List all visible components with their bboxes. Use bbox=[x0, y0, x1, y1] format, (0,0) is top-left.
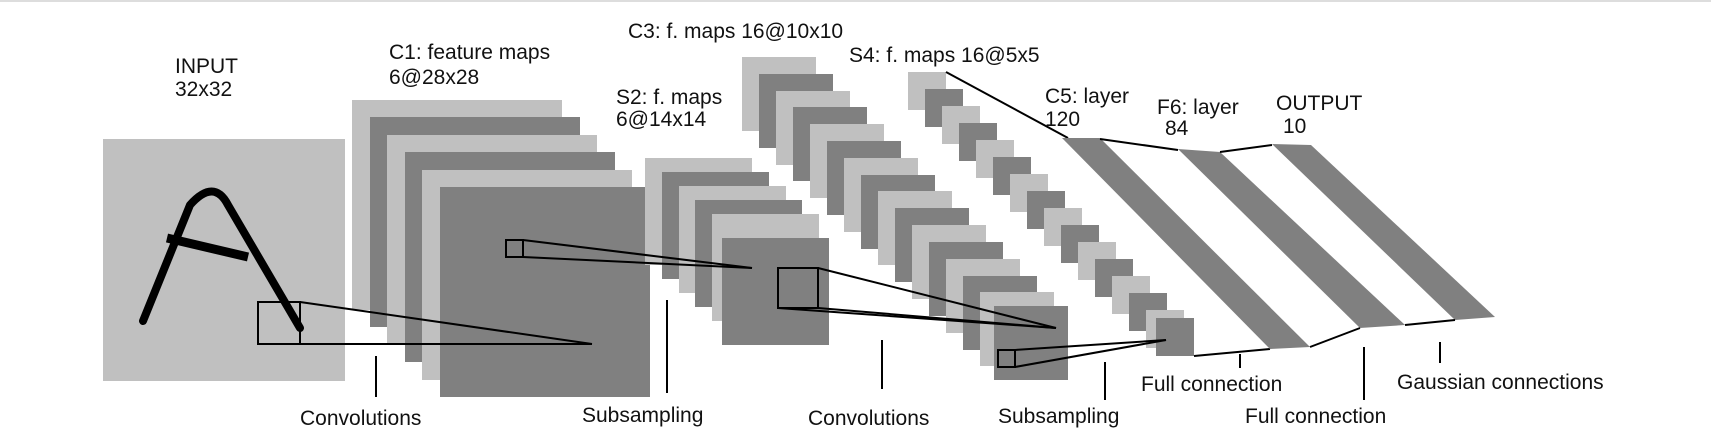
fc-layers bbox=[1062, 138, 1495, 349]
c1-title: C1: feature maps bbox=[389, 41, 550, 64]
handwritten-a-glyph bbox=[139, 187, 304, 332]
input-stage bbox=[103, 139, 345, 381]
proj-s2-c3-mid bbox=[777, 307, 1057, 329]
c3-receptive-field bbox=[997, 349, 1016, 368]
proj-s4-c5-bottom bbox=[1193, 348, 1271, 357]
c5-size: 120 bbox=[1045, 108, 1080, 131]
proj-c1-s2-top bbox=[522, 239, 753, 269]
s4-map-16 bbox=[1156, 318, 1194, 356]
s4-title: S4: f. maps 16@5x5 bbox=[849, 44, 1040, 67]
s2-title: S2: f. maps bbox=[616, 86, 722, 109]
input-image bbox=[103, 139, 345, 381]
input-size: 32x32 bbox=[175, 78, 232, 101]
proj-input-c1-top bbox=[299, 301, 593, 345]
op-label-conv1: Convolutions bbox=[300, 407, 421, 430]
output-title: OUTPUT bbox=[1276, 92, 1363, 115]
f6-layer-bar bbox=[1178, 149, 1405, 328]
proj-c3-s4-top bbox=[1014, 339, 1167, 351]
input-receptive-field bbox=[257, 301, 301, 345]
c5-f6-connector-top bbox=[1099, 138, 1179, 151]
op-label-full1: Full connection bbox=[1141, 373, 1282, 396]
proj-c3-s4-bottom bbox=[1014, 339, 1167, 368]
c1-stack bbox=[352, 100, 650, 397]
c3-stack bbox=[742, 57, 1068, 380]
s2-size: 6@14x14 bbox=[616, 108, 707, 131]
op-label-full2: Full connection bbox=[1245, 405, 1386, 428]
f6-size: 84 bbox=[1165, 117, 1189, 140]
c1-map-6 bbox=[440, 187, 650, 397]
f6-output-connector-bottom bbox=[1404, 319, 1456, 326]
c3-map-16 bbox=[994, 306, 1068, 380]
fc-connectors bbox=[1099, 138, 1456, 348]
proj-s4-c5-top bbox=[945, 71, 1069, 139]
op-label-sub2: Subsampling bbox=[998, 405, 1119, 428]
s2-map-6 bbox=[722, 238, 829, 345]
output-size: 10 bbox=[1283, 115, 1306, 138]
c1-size: 6@28x28 bbox=[389, 66, 479, 89]
c5-layer-bar bbox=[1062, 138, 1310, 349]
input-title: INPUT bbox=[175, 55, 238, 78]
op-label-gauss: Gaussian connections bbox=[1397, 371, 1604, 394]
c1-receptive-field bbox=[505, 239, 524, 258]
s2-stack bbox=[645, 158, 829, 345]
operation-ticks bbox=[375, 300, 1441, 400]
c3-title: C3: f. maps 16@10x10 bbox=[628, 20, 843, 43]
op-label-conv2: Convolutions bbox=[808, 407, 929, 430]
handwritten-a-crossbar bbox=[165, 233, 250, 262]
c5-f6-connector-bottom bbox=[1309, 327, 1361, 348]
proj-s2-c3-top bbox=[817, 267, 1057, 329]
op-label-sub1: Subsampling bbox=[582, 404, 703, 427]
projection-lines bbox=[299, 71, 1271, 368]
output-layer-bar bbox=[1272, 144, 1495, 320]
f6-title: F6: layer bbox=[1157, 96, 1239, 119]
f6-output-connector-top bbox=[1219, 144, 1273, 153]
s2-receptive-field bbox=[777, 267, 819, 309]
s4-stack bbox=[908, 72, 1194, 356]
c5-title: C5: layer bbox=[1045, 85, 1129, 108]
proj-c1-s2-bottom bbox=[522, 256, 753, 269]
